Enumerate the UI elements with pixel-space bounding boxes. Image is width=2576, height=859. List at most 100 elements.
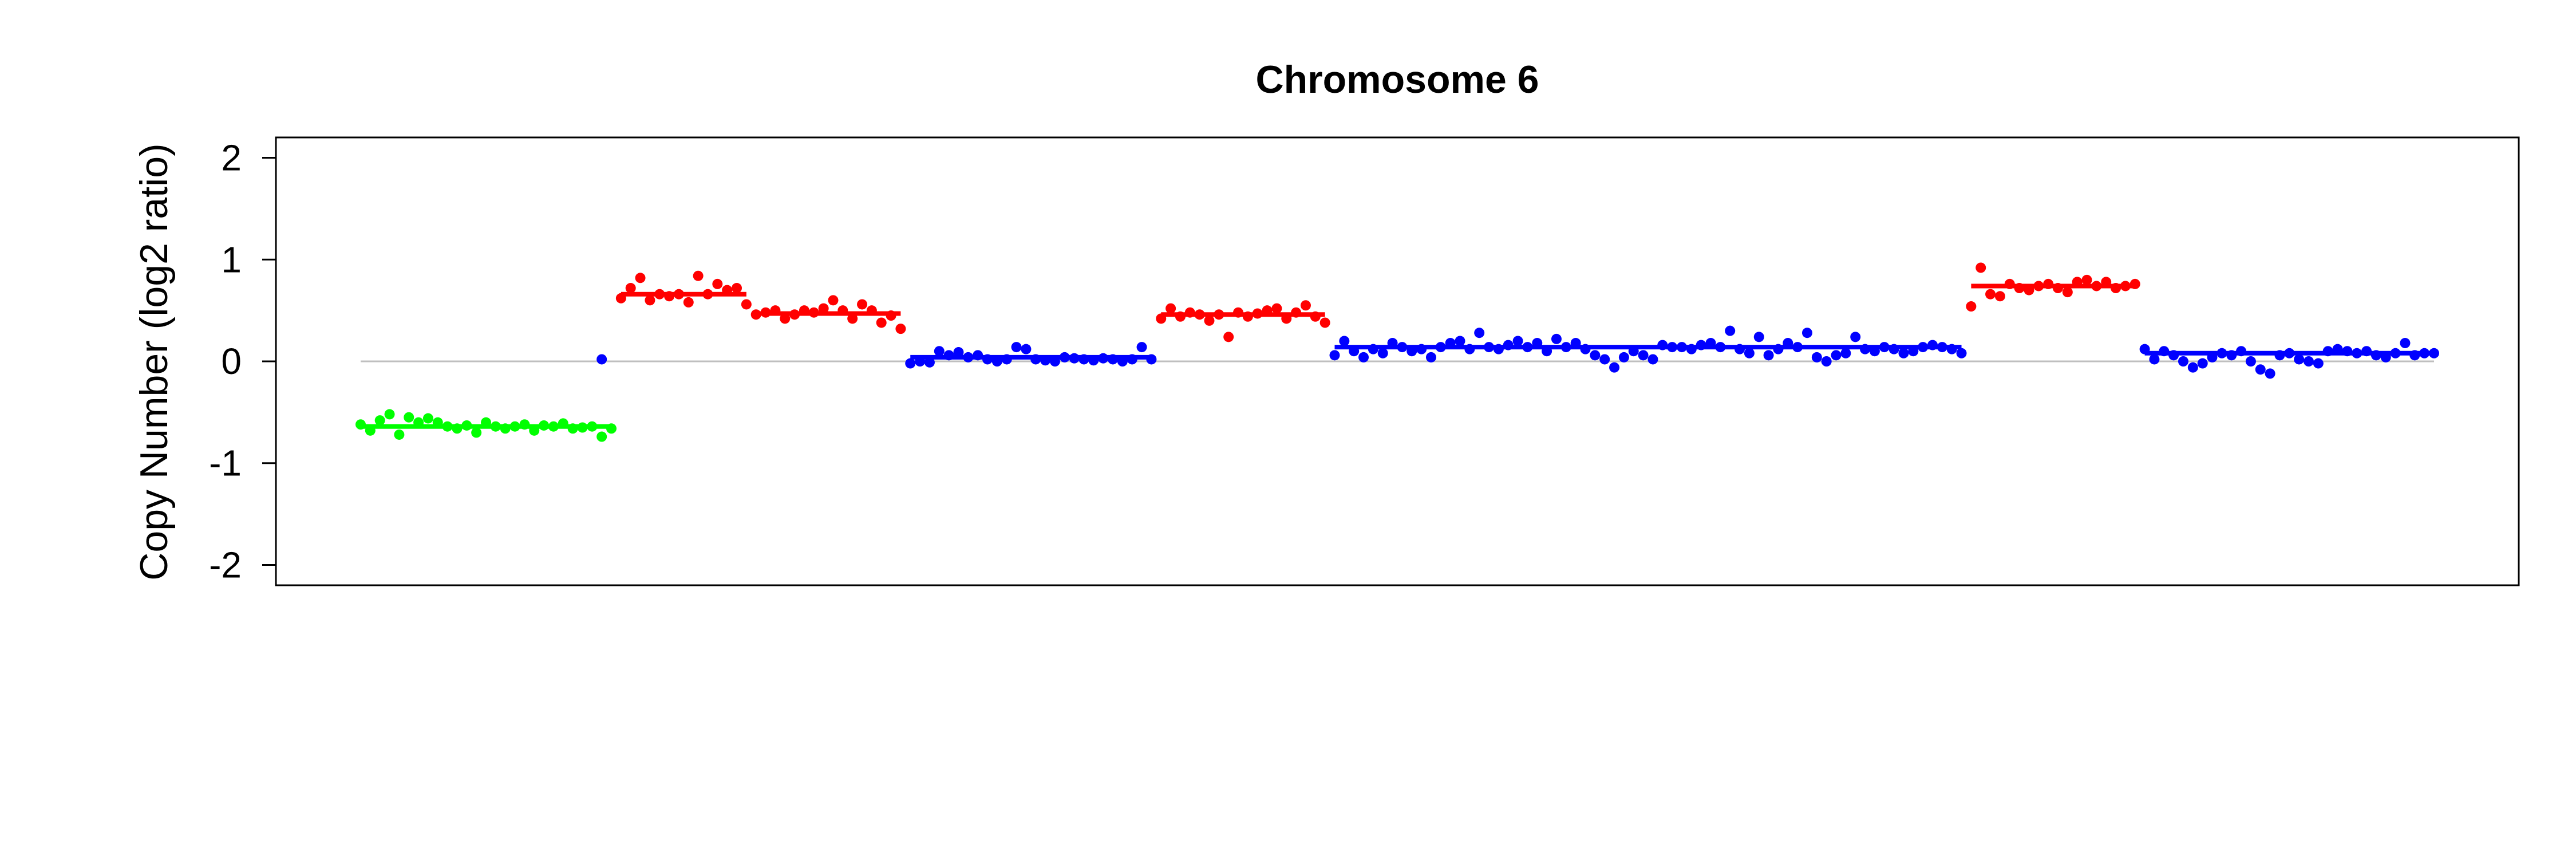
data-point-neutral [1136,342,1147,353]
data-point-loss [481,417,492,428]
data-point-neutral [1049,356,1060,367]
data-point-gain [1319,317,1330,328]
data-point-gain [1194,309,1205,320]
data-point-neutral [1647,354,1658,365]
data-point-gain [789,309,800,320]
data-point-neutral [1744,348,1755,358]
data-point-neutral [973,350,983,361]
data-point-neutral [2284,348,2295,358]
data-point-loss [374,415,385,426]
data-point-neutral [1879,342,1890,353]
data-point-neutral [1638,350,1649,361]
y-axis: -2 -1 0 1 2 [209,137,277,585]
data-point-gain [2043,278,2054,289]
data-point-gain [732,283,742,294]
data-point-neutral [2400,338,2411,349]
data-point-neutral [1753,332,1764,342]
data-point-neutral [1493,344,1504,354]
data-point-neutral [924,357,935,368]
data-point-neutral [1599,354,1610,365]
data-point-gain [1966,301,1977,312]
data-point-neutral [2294,354,2305,365]
data-point-neutral [1503,340,1514,350]
data-point-loss [596,431,607,442]
data-point-gain [770,305,781,316]
y-tick-label: -2 [209,544,242,585]
data-point-gain [1300,300,1311,311]
data-point-neutral [2352,348,2362,358]
data-point-neutral [2159,346,2170,357]
data-point-neutral [1397,342,1408,353]
data-point-neutral [2265,368,2275,379]
data-point-neutral [991,356,1002,367]
data-point-neutral [1869,346,1880,357]
data-point-gain [693,270,704,281]
data-point-neutral [1937,342,1947,353]
data-point-neutral [934,346,945,357]
data-point-neutral [1590,350,1601,361]
data-point-neutral [2370,350,2381,361]
data-point-neutral [1956,348,1967,358]
data-point-gain [1985,289,1996,300]
data-point-gain [683,297,694,308]
data-point-gain [750,309,761,320]
data-point-gain [1165,303,1176,314]
data-point-neutral [1705,338,1716,349]
y-tick-label: 2 [221,137,242,179]
data-point-gain [2072,277,2083,287]
data-point-gain [1976,262,1986,273]
data-point-neutral [1783,338,1793,349]
data-point-loss [452,423,463,434]
data-point-neutral [1387,338,1398,349]
data-point-neutral [1570,338,1581,349]
y-tick-label: -1 [209,443,242,484]
data-point-neutral [1831,350,1842,361]
data-point-neutral [953,347,964,358]
data-point-neutral [1918,342,1929,353]
data-point-neutral [2255,364,2266,375]
data-point-neutral [1339,336,1350,346]
data-point-neutral [963,352,974,362]
data-point-loss [355,419,366,430]
data-point-gain [625,283,636,294]
data-point-neutral [1618,352,1629,362]
data-point-neutral [1474,328,1485,338]
data-point-loss [500,423,511,434]
data-point-gain [1291,307,1302,318]
data-point-loss [413,417,424,428]
data-point-gain [654,289,665,300]
data-point-gain [1242,311,1253,322]
data-point-neutral [982,354,993,365]
data-point-gain [1262,305,1273,316]
data-point-neutral [1560,342,1571,353]
data-point-loss [567,423,578,434]
data-point-neutral [2245,356,2256,367]
data-point-gain [876,317,887,328]
data-point-neutral [2274,350,2285,361]
data-point-neutral [2409,350,2420,361]
data-point-neutral [2322,346,2333,357]
data-point-gain [837,305,848,316]
data-point-loss [548,421,559,432]
data-point-neutral [1406,346,1417,357]
data-point-loss [577,422,588,433]
data-point-neutral [1455,336,1465,346]
data-point-loss [384,409,395,420]
data-point-gain [1271,303,1282,314]
data-point-neutral [1551,333,1562,344]
data-point-gain [645,295,655,306]
data-point-gain [886,310,896,321]
data-point-neutral [1946,344,1957,354]
data-point-gain [635,273,646,283]
data-point-neutral [1696,340,1706,350]
data-point-neutral [2236,346,2247,357]
data-point-neutral [1888,344,1899,354]
data-point-neutral [2332,344,2343,354]
data-point-neutral [1821,356,1832,367]
data-point-neutral [2429,348,2439,358]
data-point-loss [365,425,376,436]
data-point-neutral [1840,348,1851,358]
data-point-gain [1204,315,1215,326]
data-point-neutral [1098,353,1109,364]
